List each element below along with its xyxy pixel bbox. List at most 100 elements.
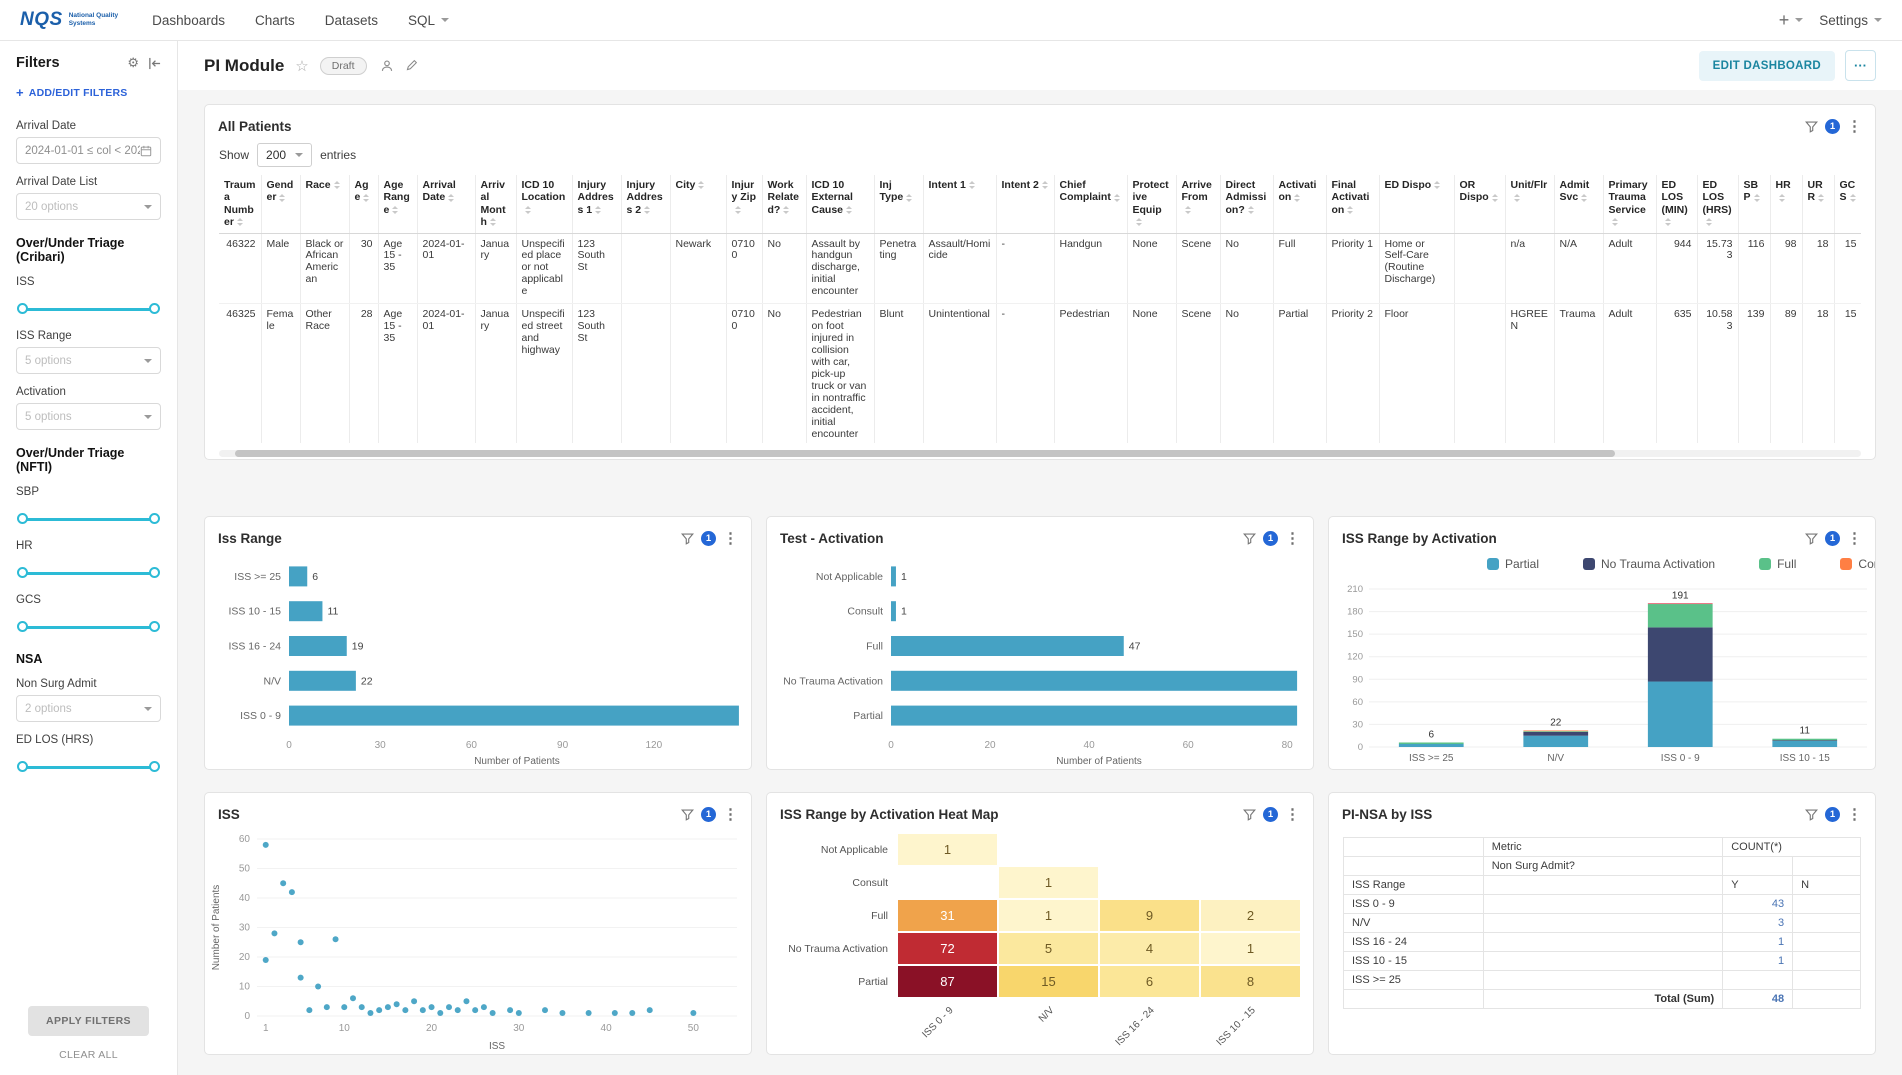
column-header[interactable]: ED Dispo [1379, 175, 1455, 234]
slider-handle-max[interactable] [149, 621, 160, 632]
column-header[interactable]: Activation [1273, 175, 1327, 234]
nav-item-dashboards[interactable]: Dashboards [152, 12, 225, 28]
iss-activation-heatmap[interactable]: Not Applicable 1 Consult 1 Full 31 1 9 2 No Traum… [767, 833, 1313, 1054]
slider-handle-min[interactable] [17, 621, 28, 632]
filter-count-badge[interactable]: 1 [701, 806, 716, 822]
nav-item-sql[interactable]: SQL [408, 13, 450, 28]
sort-icon[interactable] [279, 193, 286, 202]
legend-item[interactable]: Full [1759, 557, 1796, 571]
legend-item[interactable]: Consult [1840, 557, 1875, 571]
heatmap-cell[interactable]: 31 [897, 899, 998, 932]
column-header[interactable]: Gender [261, 175, 301, 234]
column-header[interactable]: Arrive From [1176, 175, 1221, 234]
sort-icon[interactable] [1041, 181, 1048, 190]
column-header[interactable]: SBP [1738, 175, 1771, 234]
legend-item[interactable]: No Trauma Activation [1583, 557, 1715, 571]
column-header[interactable]: URR [1802, 175, 1835, 234]
column-header[interactable]: Age [349, 175, 379, 234]
sort-icon[interactable] [524, 205, 531, 214]
sort-icon[interactable] [783, 205, 790, 214]
activation-select[interactable]: 5 options [16, 403, 161, 430]
heatmap-cell[interactable]: 1 [998, 866, 1099, 899]
sort-icon[interactable] [1113, 193, 1120, 202]
filter-count-badge[interactable]: 1 [1825, 806, 1840, 822]
column-header[interactable]: Injury Zip [726, 175, 763, 234]
sort-icon[interactable] [1705, 218, 1712, 227]
filter-count-badge[interactable]: 1 [1263, 806, 1278, 822]
legend-item[interactable]: Partial [1487, 557, 1539, 571]
sort-icon[interactable] [1778, 193, 1785, 202]
filter-icon[interactable] [681, 808, 694, 821]
heatmap-cell[interactable]: 1 [998, 899, 1099, 932]
heatmap-cell[interactable]: 1 [897, 833, 998, 866]
apply-filters-button[interactable]: APPLY FILTERS [27, 1006, 150, 1036]
iss-range-select[interactable]: 5 options [16, 347, 161, 374]
sort-icon[interactable] [1513, 193, 1520, 202]
kebab-menu-icon[interactable]: ⋮ [723, 529, 738, 547]
heatmap-cell[interactable] [998, 833, 1099, 866]
column-header[interactable]: Unit/Flr [1505, 175, 1555, 234]
column-header[interactable]: Arrival Month [475, 175, 517, 234]
gear-icon[interactable]: ⚙ [127, 55, 139, 70]
arrival-date-input[interactable]: 2024-01-01 ≤ col < 202... [16, 137, 161, 164]
slider-track[interactable] [19, 626, 158, 629]
slider-track[interactable] [19, 518, 158, 521]
kebab-menu-icon[interactable]: ⋮ [723, 805, 738, 823]
slider-track[interactable] [19, 766, 158, 769]
sort-icon[interactable] [644, 205, 651, 214]
kebab-menu-icon[interactable]: ⋮ [1285, 805, 1300, 823]
slider-handle-min[interactable] [17, 513, 28, 524]
sbp-slider[interactable] [17, 512, 160, 526]
sort-icon[interactable] [1611, 218, 1618, 227]
column-header[interactable]: Trauma Number [219, 175, 262, 234]
sort-icon[interactable] [968, 181, 975, 190]
sort-icon[interactable] [333, 181, 340, 190]
sort-icon[interactable] [489, 218, 496, 227]
favorite-star-icon[interactable]: ☆ [295, 57, 309, 75]
sort-icon[interactable] [1135, 218, 1142, 227]
column-header[interactable]: ED LOS (HRS) [1697, 175, 1739, 234]
filter-count-badge[interactable]: 1 [1263, 530, 1278, 546]
non-surg-admit-select[interactable]: 2 options [16, 695, 161, 722]
nav-item-charts[interactable]: Charts [254, 12, 295, 28]
heatmap-cell[interactable]: 6 [1099, 965, 1200, 998]
heatmap-cell[interactable]: 9 [1099, 899, 1200, 932]
sort-icon[interactable] [1753, 193, 1760, 202]
collapse-sidebar-icon[interactable] [148, 57, 161, 70]
heatmap-cell[interactable] [1099, 833, 1200, 866]
heatmap-cell[interactable] [1099, 866, 1200, 899]
column-header[interactable]: Work Related? [762, 175, 807, 234]
sort-icon[interactable] [392, 205, 399, 214]
filter-icon[interactable] [1805, 532, 1818, 545]
heatmap-cell[interactable] [897, 866, 998, 899]
hr-slider[interactable] [17, 566, 160, 580]
sort-icon[interactable] [906, 193, 913, 202]
column-header[interactable]: Primary Trauma Service [1603, 175, 1657, 234]
heatmap-cell[interactable]: 4 [1099, 932, 1200, 965]
filter-count-badge[interactable]: 1 [701, 530, 716, 546]
heatmap-cell[interactable]: 87 [897, 965, 998, 998]
nav-item-datasets[interactable]: Datasets [324, 12, 379, 28]
scrollbar-thumb[interactable] [235, 450, 1615, 457]
sort-icon[interactable] [236, 218, 243, 227]
sort-icon[interactable] [448, 193, 455, 202]
filter-count-badge[interactable]: 1 [1825, 118, 1840, 134]
slider-handle-min[interactable] [17, 303, 28, 314]
slider-track[interactable] [19, 308, 158, 311]
slider-handle-max[interactable] [149, 567, 160, 578]
filter-icon[interactable] [1805, 120, 1818, 133]
column-header[interactable]: ED LOS (MIN) [1656, 175, 1698, 234]
column-header[interactable]: Injury Address 2 [621, 175, 671, 234]
filter-icon[interactable] [1243, 808, 1256, 821]
slider-handle-max[interactable] [149, 513, 160, 524]
column-header[interactable]: GCS [1834, 175, 1861, 234]
column-header[interactable]: Arrival Date [417, 175, 476, 234]
sort-icon[interactable] [1491, 193, 1498, 202]
heatmap-cell[interactable]: 15 [998, 965, 1099, 998]
horizontal-scrollbar[interactable] [219, 450, 1861, 457]
sort-icon[interactable] [1818, 193, 1825, 202]
heatmap-cell[interactable]: 2 [1200, 899, 1301, 932]
column-header[interactable]: ICD 10 Location [516, 175, 573, 234]
heatmap-cell[interactable]: 72 [897, 932, 998, 965]
